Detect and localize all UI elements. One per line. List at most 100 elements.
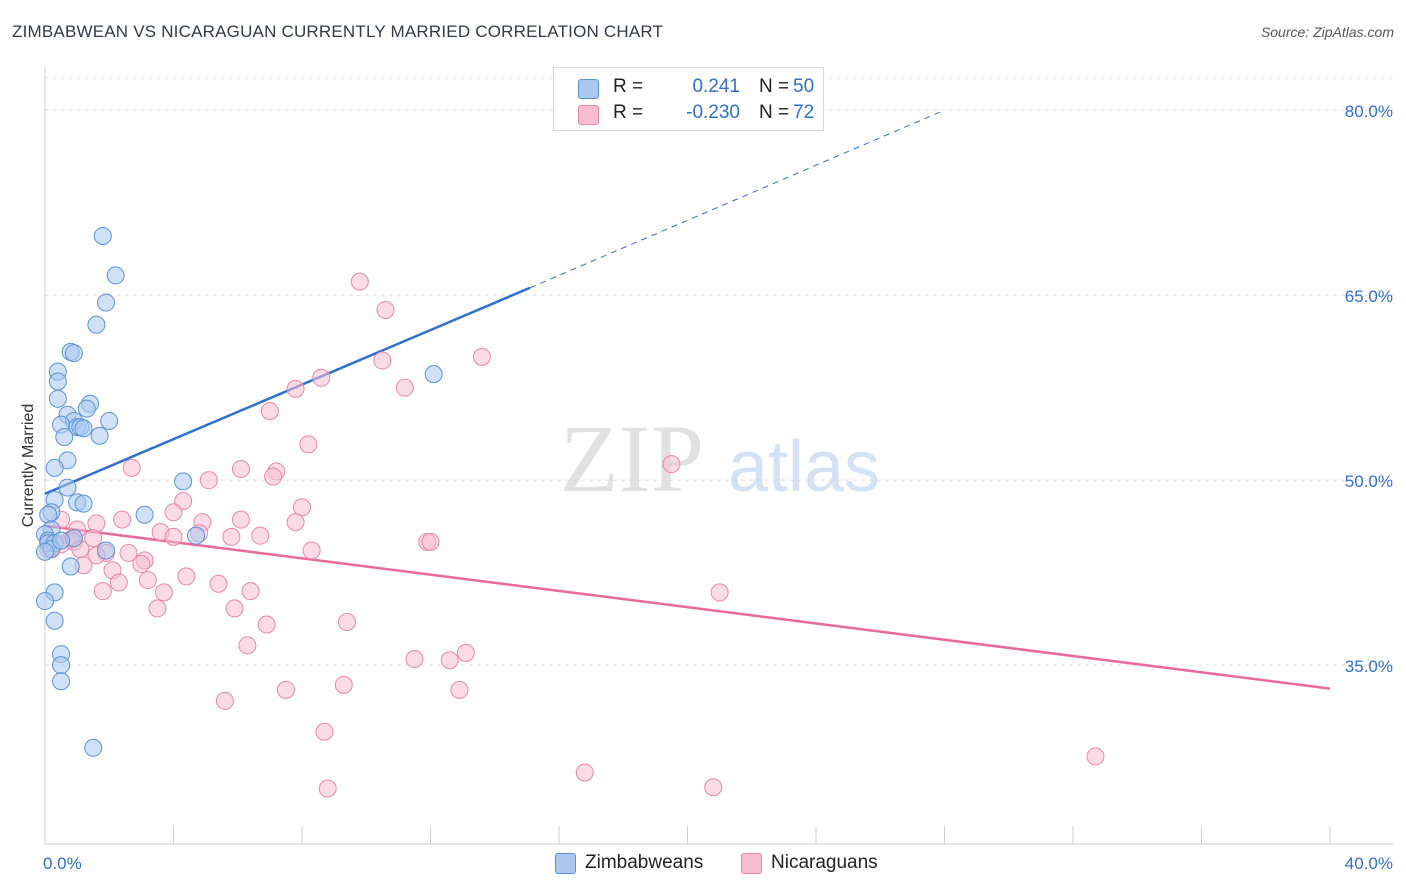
point-nicaraguans [84,529,103,548]
point-nicaraguans [315,722,334,741]
trend-line-zimbabweans-extension [529,109,945,289]
point-zimbabweans [174,472,193,491]
source-label: Source: ZipAtlas.com [1260,24,1394,40]
point-zimbabweans [52,531,71,550]
point-nicaraguans [318,779,337,798]
legend-swatch-zimbabweans [578,79,599,99]
x-tick-label: 40.0% [1345,854,1393,873]
point-nicaraguans [405,650,424,668]
point-zimbabweans [48,389,67,408]
point-nicaraguans [148,599,167,618]
point-zimbabweans [45,611,64,630]
point-zimbabweans [87,315,106,334]
point-nicaraguans [231,510,250,529]
grid-lines [45,77,1393,666]
point-nicaraguans [87,514,106,533]
y-axis-title: Currently Married [20,404,37,528]
legend-n-label: N = [759,76,790,97]
point-nicaraguans [260,402,279,421]
point-zimbabweans [93,226,112,245]
legend-n-value: 50 [793,76,815,97]
point-nicaraguans [334,675,353,694]
bottom-legend-label-nicaraguans: Nicaraguans [771,852,878,873]
point-nicaraguans [222,527,241,546]
point-nicaraguans [450,680,469,699]
watermark-zip: ZIP [560,405,704,512]
y-tick-label: 80.0% [1345,102,1393,121]
point-nicaraguans [440,651,459,670]
legend-r-value: -0.230 [686,102,740,123]
point-zimbabweans [48,372,67,391]
point-nicaraguans [257,615,276,634]
watermark-atlas: atlas [728,427,880,507]
point-nicaraguans [456,643,475,662]
point-zimbabweans [135,505,154,524]
point-zimbabweans [186,526,205,545]
data-points [36,226,1105,798]
point-nicaraguans [241,582,260,601]
point-zimbabweans [100,411,119,430]
y-tick-label: 35.0% [1345,657,1393,676]
point-nicaraguans [710,583,729,602]
point-nicaraguans [350,272,369,291]
point-nicaraguans [575,763,594,782]
point-nicaraguans [286,379,305,398]
legend-swatch-nicaraguans [578,105,599,125]
point-nicaraguans [238,636,257,655]
point-zimbabweans [97,541,116,560]
point-zimbabweans [55,428,74,446]
point-zimbabweans [424,365,443,384]
point-nicaraguans [312,368,331,387]
point-nicaraguans [109,573,128,592]
point-zimbabweans [74,419,93,438]
point-nicaraguans [177,567,196,586]
trend-line-nicaraguans [44,524,1331,690]
bottom-legend-swatch-nicaraguans [741,853,762,874]
point-nicaraguans [662,455,681,474]
point-nicaraguans [164,503,183,522]
point-nicaraguans [299,435,318,454]
point-zimbabweans [36,542,54,561]
point-nicaraguans [132,555,151,574]
point-nicaraguans [122,458,141,477]
point-nicaraguans [138,571,157,590]
chart-title: ZIMBABWEAN VS NICARAGUAN CURRENTLY MARRI… [12,22,664,41]
point-zimbabweans [84,738,103,757]
point-nicaraguans [276,680,295,699]
bottom-legend-label-zimbabweans: Zimbabweans [585,852,704,873]
point-zimbabweans [36,592,54,611]
point-nicaraguans [302,541,321,560]
point-nicaraguans [154,583,173,602]
point-nicaraguans [209,574,228,593]
point-nicaraguans [472,347,491,366]
point-nicaraguans [231,460,250,479]
legend-r-value: 0.241 [692,76,740,97]
x-tick-label: 0.0% [43,854,82,873]
point-nicaraguans [373,351,392,370]
point-zimbabweans [39,505,58,524]
point-zimbabweans [52,672,71,691]
point-zimbabweans [90,426,109,445]
point-zimbabweans [45,458,64,477]
point-nicaraguans [164,527,183,546]
point-zimbabweans [106,266,125,285]
y-tick-label: 50.0% [1345,472,1393,491]
point-nicaraguans [199,471,218,490]
point-nicaraguans [215,691,234,710]
point-nicaraguans [251,526,270,545]
point-zimbabweans [74,494,93,513]
legend-n-value: 72 [793,102,815,123]
bottom-legend-swatch-zimbabweans [555,853,576,874]
point-nicaraguans [286,513,305,532]
point-zimbabweans [52,656,71,675]
y-tick-label: 65.0% [1345,287,1393,306]
point-zimbabweans [77,399,96,418]
point-nicaraguans [421,532,440,551]
point-nicaraguans [225,599,244,618]
point-zimbabweans [58,478,77,497]
point-nicaraguans [119,543,138,562]
point-zimbabweans [97,293,116,312]
point-nicaraguans [113,510,132,529]
point-nicaraguans [376,300,395,319]
